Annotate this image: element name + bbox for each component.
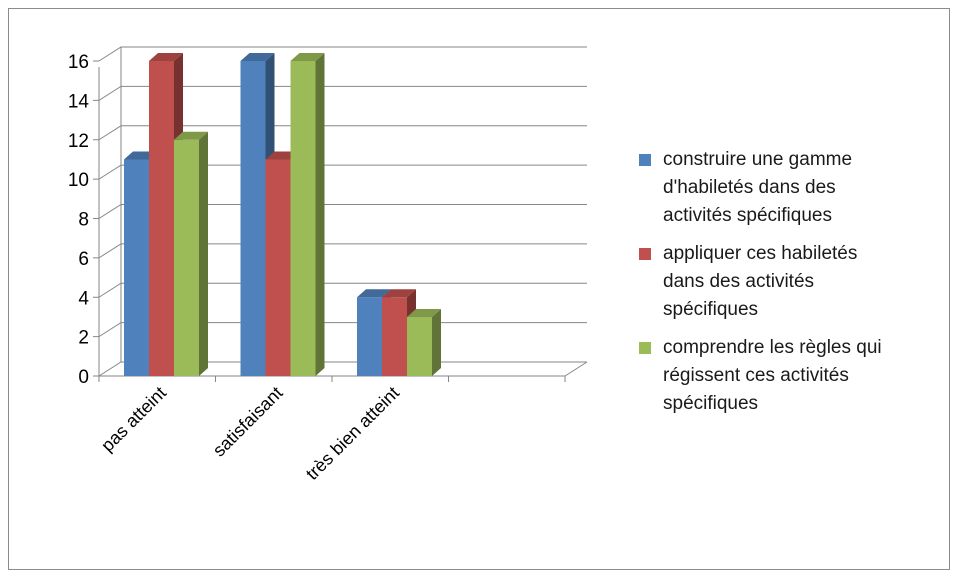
y-tick-label: 14	[68, 91, 90, 112]
y-tick-label: 2	[78, 328, 89, 349]
legend-swatch-series-3	[639, 342, 651, 354]
bar	[382, 297, 407, 376]
legend-line: régissent ces activités	[663, 365, 849, 386]
bar-top	[174, 131, 208, 140]
x-tick-label: satisfaisant	[209, 383, 287, 461]
gridlines	[98, 46, 587, 377]
legend-item-series-1: construire une gamme d'habiletés dans de…	[638, 146, 953, 230]
legend-line: d'habiletés dans des	[663, 177, 836, 198]
bar-top	[407, 308, 441, 317]
bar	[357, 297, 382, 376]
legend-swatch-series-2	[639, 248, 651, 260]
legend-line: construire une gamme	[663, 149, 853, 170]
gridline	[98, 282, 587, 298]
y-tick-label: 4	[78, 288, 89, 309]
bar	[174, 139, 199, 376]
bar-top	[240, 53, 275, 61]
legend-item-series-3: comprendre les règles qui régissent ces …	[638, 334, 953, 418]
gridline	[98, 164, 587, 180]
bar-side	[315, 53, 325, 376]
gridline	[98, 204, 587, 219]
gridline	[98, 125, 587, 141]
bar-side	[199, 131, 208, 376]
legend-line: spécifiques	[663, 393, 759, 414]
legend: construire une gamme d'habiletés dans de…	[638, 146, 953, 428]
legend-item-series-2: appliquer ces habiletés dans des activit…	[638, 240, 953, 324]
y-tick-label: 12	[68, 131, 89, 152]
y-tick-label: 16	[68, 52, 89, 73]
bar	[265, 159, 291, 376]
legend-line: activités spécifiques	[663, 205, 832, 226]
legend-swatch-series-1	[639, 154, 651, 166]
bar	[240, 61, 266, 376]
bar-top	[290, 53, 325, 61]
x-tick-label: pas atteint	[97, 383, 170, 456]
y-tick-label: 8	[78, 210, 89, 231]
x-tick-labels: pas atteint satisfaisant très bien atteint	[97, 383, 403, 484]
bars	[124, 53, 441, 376]
gridline	[98, 243, 587, 259]
bar-top	[357, 289, 391, 298]
floor-right-edge	[564, 361, 588, 377]
y-tick-label: 6	[78, 249, 89, 270]
legend-line: spécifiques	[663, 299, 759, 320]
bar	[407, 316, 432, 376]
gridline	[98, 46, 587, 62]
bar-top	[149, 53, 183, 61]
x-tick-label: très bien atteint	[302, 383, 403, 484]
legend-line: comprendre les règles qui	[663, 337, 882, 358]
y-tick-label: 10	[68, 170, 89, 191]
bar	[124, 159, 149, 376]
legend-line: dans des activités	[663, 271, 815, 292]
bar	[290, 61, 316, 376]
bar-side	[432, 308, 441, 376]
legend-line: appliquer ces habiletés	[663, 243, 858, 264]
bar	[149, 61, 174, 376]
gridline	[98, 85, 587, 101]
y-tick-labels: 0 2 4 6 8 10 12 14 16	[68, 52, 90, 388]
y-tick-label: 0	[78, 367, 89, 388]
bar-top	[382, 289, 416, 298]
